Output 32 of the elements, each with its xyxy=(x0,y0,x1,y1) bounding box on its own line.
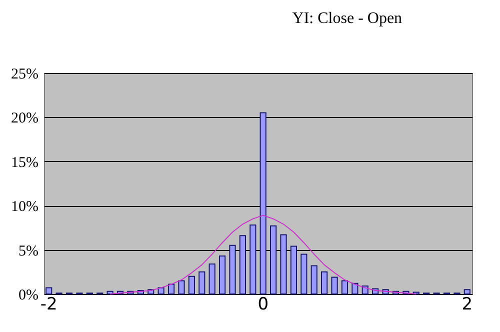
x-tick-label: 2 xyxy=(462,294,473,314)
bar xyxy=(341,280,348,294)
y-tick-label: 0% xyxy=(18,288,38,304)
y-tick-label: 20% xyxy=(11,110,38,127)
bar xyxy=(321,271,328,294)
bar xyxy=(239,235,246,294)
y-tick-label: 10% xyxy=(11,199,38,216)
bar xyxy=(198,271,206,294)
bar xyxy=(218,255,226,294)
line-series xyxy=(110,214,417,294)
bar xyxy=(250,224,256,294)
x-tick-label: 0 xyxy=(258,294,269,314)
bar xyxy=(188,276,195,294)
bar xyxy=(270,225,277,294)
bar xyxy=(208,263,216,294)
bar xyxy=(280,234,287,294)
bar xyxy=(331,276,338,294)
bar xyxy=(352,282,358,294)
bar xyxy=(178,280,185,294)
bar xyxy=(464,289,470,294)
chart-title: YI: Close - Open xyxy=(292,10,402,27)
bar xyxy=(290,246,298,294)
bar xyxy=(310,265,318,294)
bar xyxy=(229,244,236,294)
bar xyxy=(46,287,52,294)
bar xyxy=(260,112,266,294)
x-tick-label: -2 xyxy=(40,294,58,314)
bar xyxy=(168,284,175,294)
y-tick-label: 15% xyxy=(11,154,38,171)
y-tick-label: 5% xyxy=(18,243,38,260)
bar xyxy=(300,254,308,294)
y-tick-label: 25% xyxy=(11,66,38,82)
